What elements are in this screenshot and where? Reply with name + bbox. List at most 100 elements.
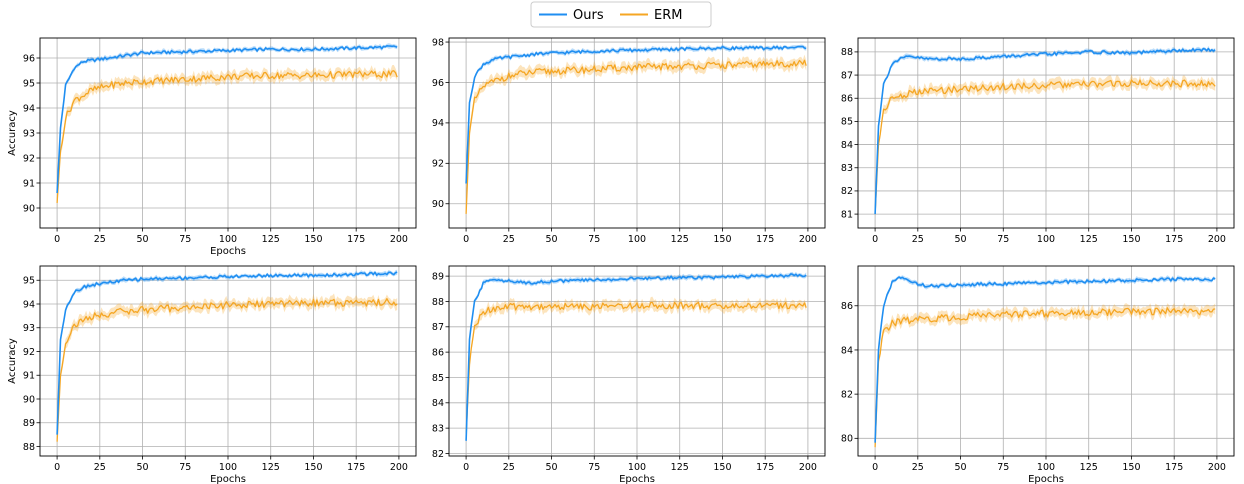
x-tick-label: 0 (872, 234, 878, 245)
x-tick-label: 125 (262, 462, 280, 473)
y-tick-label: 85 (841, 117, 853, 128)
x-tick-label: 100 (628, 234, 646, 245)
x-tick-label: 50 (954, 462, 966, 473)
x-tick-label: 25 (503, 462, 515, 473)
series-line-ours (56, 271, 398, 435)
y-tick-label: 95 (23, 78, 35, 89)
x-tick-label: 200 (390, 462, 408, 473)
x-axis-title: Epochs (210, 246, 246, 257)
y-tick-label: 96 (23, 53, 35, 64)
series-line-erm (465, 301, 807, 436)
y-tick-label: 91 (23, 371, 35, 382)
y-axis-title: Accuracy (7, 110, 18, 156)
series-line-ours (874, 276, 1216, 443)
y-tick-label: 95 (23, 276, 35, 287)
series-line-ours (56, 45, 398, 194)
x-tick-label: 50 (545, 234, 557, 245)
x-tick-label: 150 (713, 234, 731, 245)
y-tick-label: 88 (841, 47, 853, 58)
x-tick-label: 50 (136, 462, 148, 473)
x-tick-label: 25 (912, 234, 924, 245)
series-band-erm (875, 73, 1216, 219)
y-tick-label: 93 (23, 323, 35, 334)
x-tick-label: 75 (588, 234, 600, 245)
x-axis-title: Epochs (1028, 474, 1064, 484)
y-tick-label: 82 (841, 389, 853, 400)
x-tick-label: 175 (347, 234, 365, 245)
x-tick-label: 150 (304, 234, 322, 245)
y-tick-label: 83 (432, 423, 444, 434)
x-tick-label: 200 (390, 234, 408, 245)
y-axis-title: Accuracy (7, 338, 18, 384)
y-tick-label: 89 (432, 271, 444, 282)
legend-label-erm: ERM (654, 8, 682, 23)
y-tick-label: 86 (841, 94, 853, 105)
y-tick-label: 80 (841, 434, 853, 445)
y-tick-label: 94 (432, 118, 444, 129)
x-tick-label: 150 (713, 462, 731, 473)
x-axis-title: Epochs (210, 474, 246, 484)
x-tick-label: 25 (503, 234, 515, 245)
y-tick-label: 88 (23, 442, 35, 453)
x-tick-label: 175 (756, 462, 774, 473)
y-tick-label: 82 (841, 186, 853, 197)
x-tick-label: 200 (1208, 462, 1226, 473)
y-tick-label: 91 (23, 178, 35, 189)
x-tick-label: 100 (219, 462, 237, 473)
x-tick-label: 100 (1037, 462, 1055, 473)
chart-panel-3: 0 25 50 75 100 125 150 175 200 81 82 83 84 85 86 87 88 (841, 37, 1235, 245)
y-tick-label: 83 (841, 163, 853, 174)
y-tick-label: 92 (23, 347, 35, 358)
x-tick-label: 0 (463, 462, 469, 473)
x-tick-label: 200 (799, 462, 817, 473)
series-band-erm (466, 296, 807, 441)
y-tick-label: 92 (23, 153, 35, 164)
x-tick-label: 125 (1080, 234, 1098, 245)
x-tick-label: 100 (1037, 234, 1055, 245)
x-tick-label: 25 (912, 462, 924, 473)
x-tick-label: 75 (997, 234, 1009, 245)
x-tick-label: 175 (347, 462, 365, 473)
chart-panel-1: 0 25 50 75 100 125 150 175 200 90 91 92 93 94 95 96 Epoc… (7, 37, 417, 257)
series-line-ours (874, 47, 1216, 215)
y-tick-label: 85 (432, 373, 444, 384)
x-tick-label: 25 (94, 234, 106, 245)
y-tick-label: 88 (432, 297, 444, 308)
series-band-ours (57, 269, 398, 437)
y-tick-label: 94 (23, 103, 35, 114)
chart-panels: 0 25 50 75 100 125 150 175 200 90 91 92 93 94 95 96 Epoc… (7, 37, 1235, 484)
series-line-erm (56, 298, 398, 442)
x-tick-label: 50 (954, 234, 966, 245)
x-tick-label: 75 (179, 462, 191, 473)
y-tick-label: 96 (432, 78, 444, 89)
x-tick-label: 125 (1080, 462, 1098, 473)
x-tick-label: 0 (463, 234, 469, 245)
series-band-ours (57, 43, 398, 196)
y-tick-label: 90 (23, 203, 35, 214)
x-tick-label: 175 (1165, 234, 1183, 245)
legend: Ours ERM (530, 1, 712, 28)
y-tick-label: 84 (841, 345, 853, 356)
x-tick-label: 0 (54, 462, 60, 473)
x-tick-label: 175 (756, 234, 774, 245)
y-tick-label: 86 (841, 301, 853, 312)
series-line-ours (465, 273, 807, 441)
y-tick-label: 86 (432, 347, 444, 358)
x-tick-label: 75 (997, 462, 1009, 473)
x-tick-label: 50 (545, 462, 557, 473)
y-tick-label: 87 (841, 70, 853, 81)
x-tick-label: 175 (1165, 462, 1183, 473)
x-tick-label: 200 (799, 234, 817, 245)
x-tick-label: 0 (54, 234, 60, 245)
x-axis-title: Epochs (619, 474, 655, 484)
x-tick-label: 200 (1208, 234, 1226, 245)
x-tick-label: 0 (872, 462, 878, 473)
y-tick-label: 89 (23, 418, 35, 429)
series-band-erm (466, 54, 807, 219)
series-band-ours (466, 271, 807, 444)
y-tick-label: 98 (432, 37, 444, 48)
series-band-erm (57, 64, 398, 209)
series-band-ours (875, 275, 1216, 445)
legend-label-ours: Ours (573, 8, 604, 23)
x-tick-label: 75 (179, 234, 191, 245)
